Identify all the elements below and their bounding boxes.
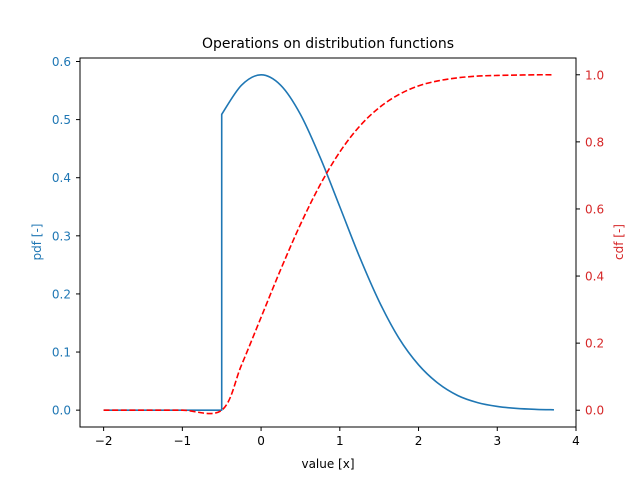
x-tick-label: 0 bbox=[257, 434, 265, 448]
right-y-tick-label: 0.2 bbox=[585, 337, 604, 351]
x-tick-label: −2 bbox=[95, 434, 113, 448]
left-y-tick-label: 0.0 bbox=[52, 404, 71, 418]
right-y-tick-label: 0.6 bbox=[585, 202, 604, 216]
right-y-tick-label: 0.0 bbox=[585, 404, 604, 418]
right-y-tick-label: 0.8 bbox=[585, 135, 604, 149]
series-layer bbox=[103, 73, 554, 415]
x-tick-label: 2 bbox=[415, 434, 423, 448]
left-y-axis: 0.0 0.1 0.2 0.3 0.4 0.5 0.6 bbox=[52, 55, 80, 418]
x-tick-label: 4 bbox=[572, 434, 580, 448]
left-y-tick-label: 0.1 bbox=[52, 346, 71, 360]
x-axis-label: value [x] bbox=[301, 457, 354, 471]
x-tick-label: 1 bbox=[336, 434, 344, 448]
left-y-tick-label: 0.2 bbox=[52, 287, 71, 301]
left-y-tick-label: 0.6 bbox=[52, 55, 71, 69]
right-y-axis-label: cdf [-] bbox=[612, 224, 626, 260]
left-y-tick-label: 0.3 bbox=[52, 229, 71, 243]
x-tick-label: −1 bbox=[173, 434, 191, 448]
right-y-tick-label: 0.4 bbox=[585, 270, 604, 284]
right-y-tick-label: 1.0 bbox=[585, 68, 604, 82]
chart-title: Operations on distribution functions bbox=[202, 36, 454, 52]
left-y-tick-label: 0.5 bbox=[52, 113, 71, 127]
x-axis: −2 −1 0 1 2 3 4 bbox=[95, 427, 580, 448]
left-y-axis-label: pdf [-] bbox=[30, 224, 44, 261]
cdf-line bbox=[103, 73, 554, 415]
plot-frame bbox=[79, 57, 577, 428]
pdf-line bbox=[103, 74, 554, 411]
x-tick-label: 3 bbox=[493, 434, 501, 448]
left-y-tick-label: 0.4 bbox=[52, 171, 71, 185]
right-y-axis: 0.0 0.2 0.4 0.6 0.8 1.0 bbox=[576, 68, 604, 418]
